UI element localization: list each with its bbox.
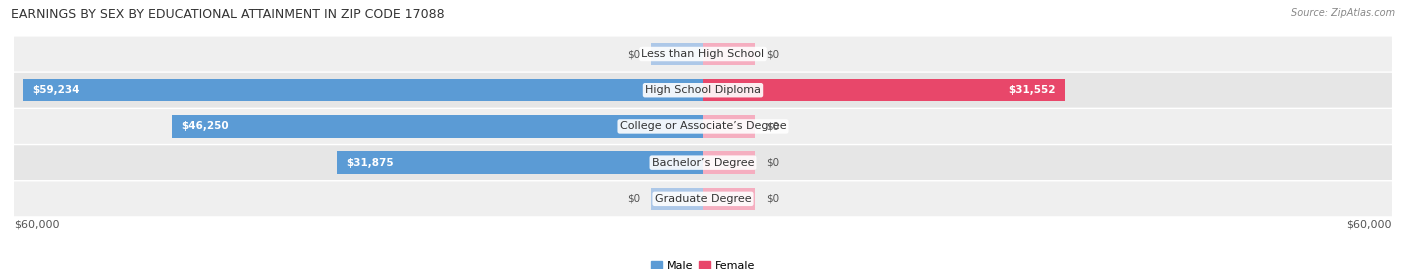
Text: Graduate Degree: Graduate Degree [655,194,751,204]
Legend: Male, Female: Male, Female [647,256,759,269]
Text: $0: $0 [766,121,779,132]
Bar [703,151,755,174]
Text: $0: $0 [766,49,779,59]
Bar [172,115,703,138]
FancyBboxPatch shape [14,37,1392,71]
Text: Source: ZipAtlas.com: Source: ZipAtlas.com [1291,8,1395,18]
Bar [703,43,755,65]
Bar [651,188,703,210]
Text: $31,552: $31,552 [1008,85,1056,95]
Text: $0: $0 [627,194,640,204]
Text: EARNINGS BY SEX BY EDUCATIONAL ATTAINMENT IN ZIP CODE 17088: EARNINGS BY SEX BY EDUCATIONAL ATTAINMEN… [11,8,444,21]
FancyBboxPatch shape [14,109,1392,144]
Bar [703,115,755,138]
Text: $31,875: $31,875 [346,158,394,168]
Text: High School Diploma: High School Diploma [645,85,761,95]
FancyBboxPatch shape [14,145,1392,180]
Bar [337,151,703,174]
Text: $46,250: $46,250 [181,121,229,132]
Text: $0: $0 [766,194,779,204]
Text: Bachelor’s Degree: Bachelor’s Degree [652,158,754,168]
Bar [703,188,755,210]
Bar [22,79,703,101]
Bar [703,79,1066,101]
Text: College or Associate’s Degree: College or Associate’s Degree [620,121,786,132]
FancyBboxPatch shape [14,182,1392,216]
Bar [651,43,703,65]
Text: $0: $0 [627,49,640,59]
Text: $60,000: $60,000 [1347,220,1392,230]
Text: $59,234: $59,234 [32,85,80,95]
Text: Less than High School: Less than High School [641,49,765,59]
Text: $0: $0 [766,158,779,168]
Text: $60,000: $60,000 [14,220,59,230]
FancyBboxPatch shape [14,73,1392,108]
